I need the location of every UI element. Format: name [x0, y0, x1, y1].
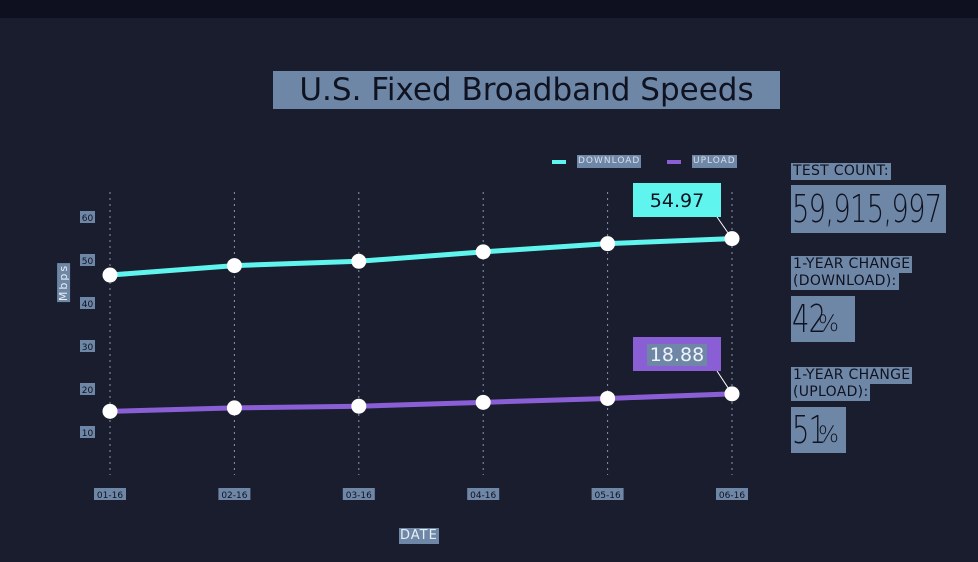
download-change-percent: %	[818, 312, 839, 337]
data-point-download[interactable]	[351, 253, 367, 269]
y-tick-bg	[80, 211, 95, 223]
legend-item-upload[interactable]: UPLOAD	[667, 155, 737, 169]
upload-change-percent: %	[818, 423, 839, 448]
data-point-download[interactable]	[102, 267, 118, 283]
top-bar	[0, 0, 978, 18]
x-tick-bg	[716, 488, 748, 500]
legend-item-download[interactable]: DOWNLOAD	[552, 155, 642, 169]
x-tick-label: 05-16	[595, 491, 621, 501]
chart-title: U.S. Fixed Broadband Speeds	[273, 71, 780, 109]
data-point-download[interactable]	[226, 258, 242, 274]
x-tick-label: 02-16	[221, 491, 247, 501]
data-point-upload[interactable]	[351, 398, 367, 414]
annotation-label-download: 54.97	[650, 190, 704, 212]
y-tick-label: 60	[82, 214, 94, 224]
y-tick-bg	[80, 340, 95, 352]
x-tick-label: 01-16	[97, 491, 123, 501]
series-line-download	[109, 236, 733, 278]
legend-swatch-upload	[667, 159, 681, 164]
x-tick-bg	[467, 488, 500, 500]
download-change-number: 42	[792, 297, 826, 341]
upload-change-number: 51	[792, 408, 826, 452]
data-point-upload[interactable]	[226, 400, 242, 416]
legend-swatch-download	[552, 159, 566, 164]
y-tick-bg	[80, 297, 95, 309]
y-tick-label: 50	[82, 257, 94, 267]
annotation-label-upload: 18.88	[650, 344, 704, 366]
y-tick-label: 20	[82, 386, 94, 396]
x-tick-bg	[218, 488, 251, 500]
x-tick-label: 06-16	[719, 491, 745, 501]
y-axis-title: Mbps	[57, 262, 71, 303]
y-tick-label: 40	[82, 300, 94, 310]
series-line-upload	[109, 391, 733, 414]
upload-change-label-line2: (UPLOAD):	[791, 384, 871, 401]
x-tick-label: 03-16	[346, 491, 372, 501]
annotation-text-bg	[647, 344, 707, 366]
x-tick-label: 04-16	[470, 491, 496, 501]
y-tick-bg	[80, 254, 95, 266]
data-point-download[interactable]	[475, 244, 491, 260]
y-tick-label: 10	[82, 429, 94, 439]
data-point-upload[interactable]	[102, 403, 118, 419]
x-tick-bg	[342, 488, 375, 500]
annotation-box-download	[633, 183, 721, 217]
x-tick-bg	[94, 488, 126, 500]
test-count-label: TEST COUNT:	[791, 163, 891, 180]
legend-label-download: DOWNLOAD	[577, 155, 642, 168]
download-change-label-line2: (DOWNLOAD):	[791, 273, 899, 290]
y-tick-bg	[80, 383, 95, 395]
upload-change-value: 51%	[791, 407, 846, 453]
x-tick-bg	[591, 488, 624, 500]
upload-change-label-line1: 1-YEAR CHANGE	[791, 367, 913, 384]
download-change-label-line1: 1-YEAR CHANGE	[791, 256, 913, 273]
annotation-leader	[716, 216, 733, 239]
data-point-download[interactable]	[600, 236, 616, 252]
y-tick-label: 30	[82, 343, 94, 353]
test-count-number: 59,915,997	[792, 187, 942, 231]
y-tick-bg	[80, 426, 95, 438]
legend-label-upload: UPLOAD	[692, 155, 737, 168]
download-change-value: 42%	[791, 296, 855, 342]
x-axis-title: DATE	[399, 528, 439, 544]
data-point-upload[interactable]	[475, 394, 491, 410]
annotation-leader	[716, 370, 733, 395]
data-point-upload[interactable]	[600, 390, 616, 406]
test-count-value: 59,915,997	[791, 185, 946, 233]
